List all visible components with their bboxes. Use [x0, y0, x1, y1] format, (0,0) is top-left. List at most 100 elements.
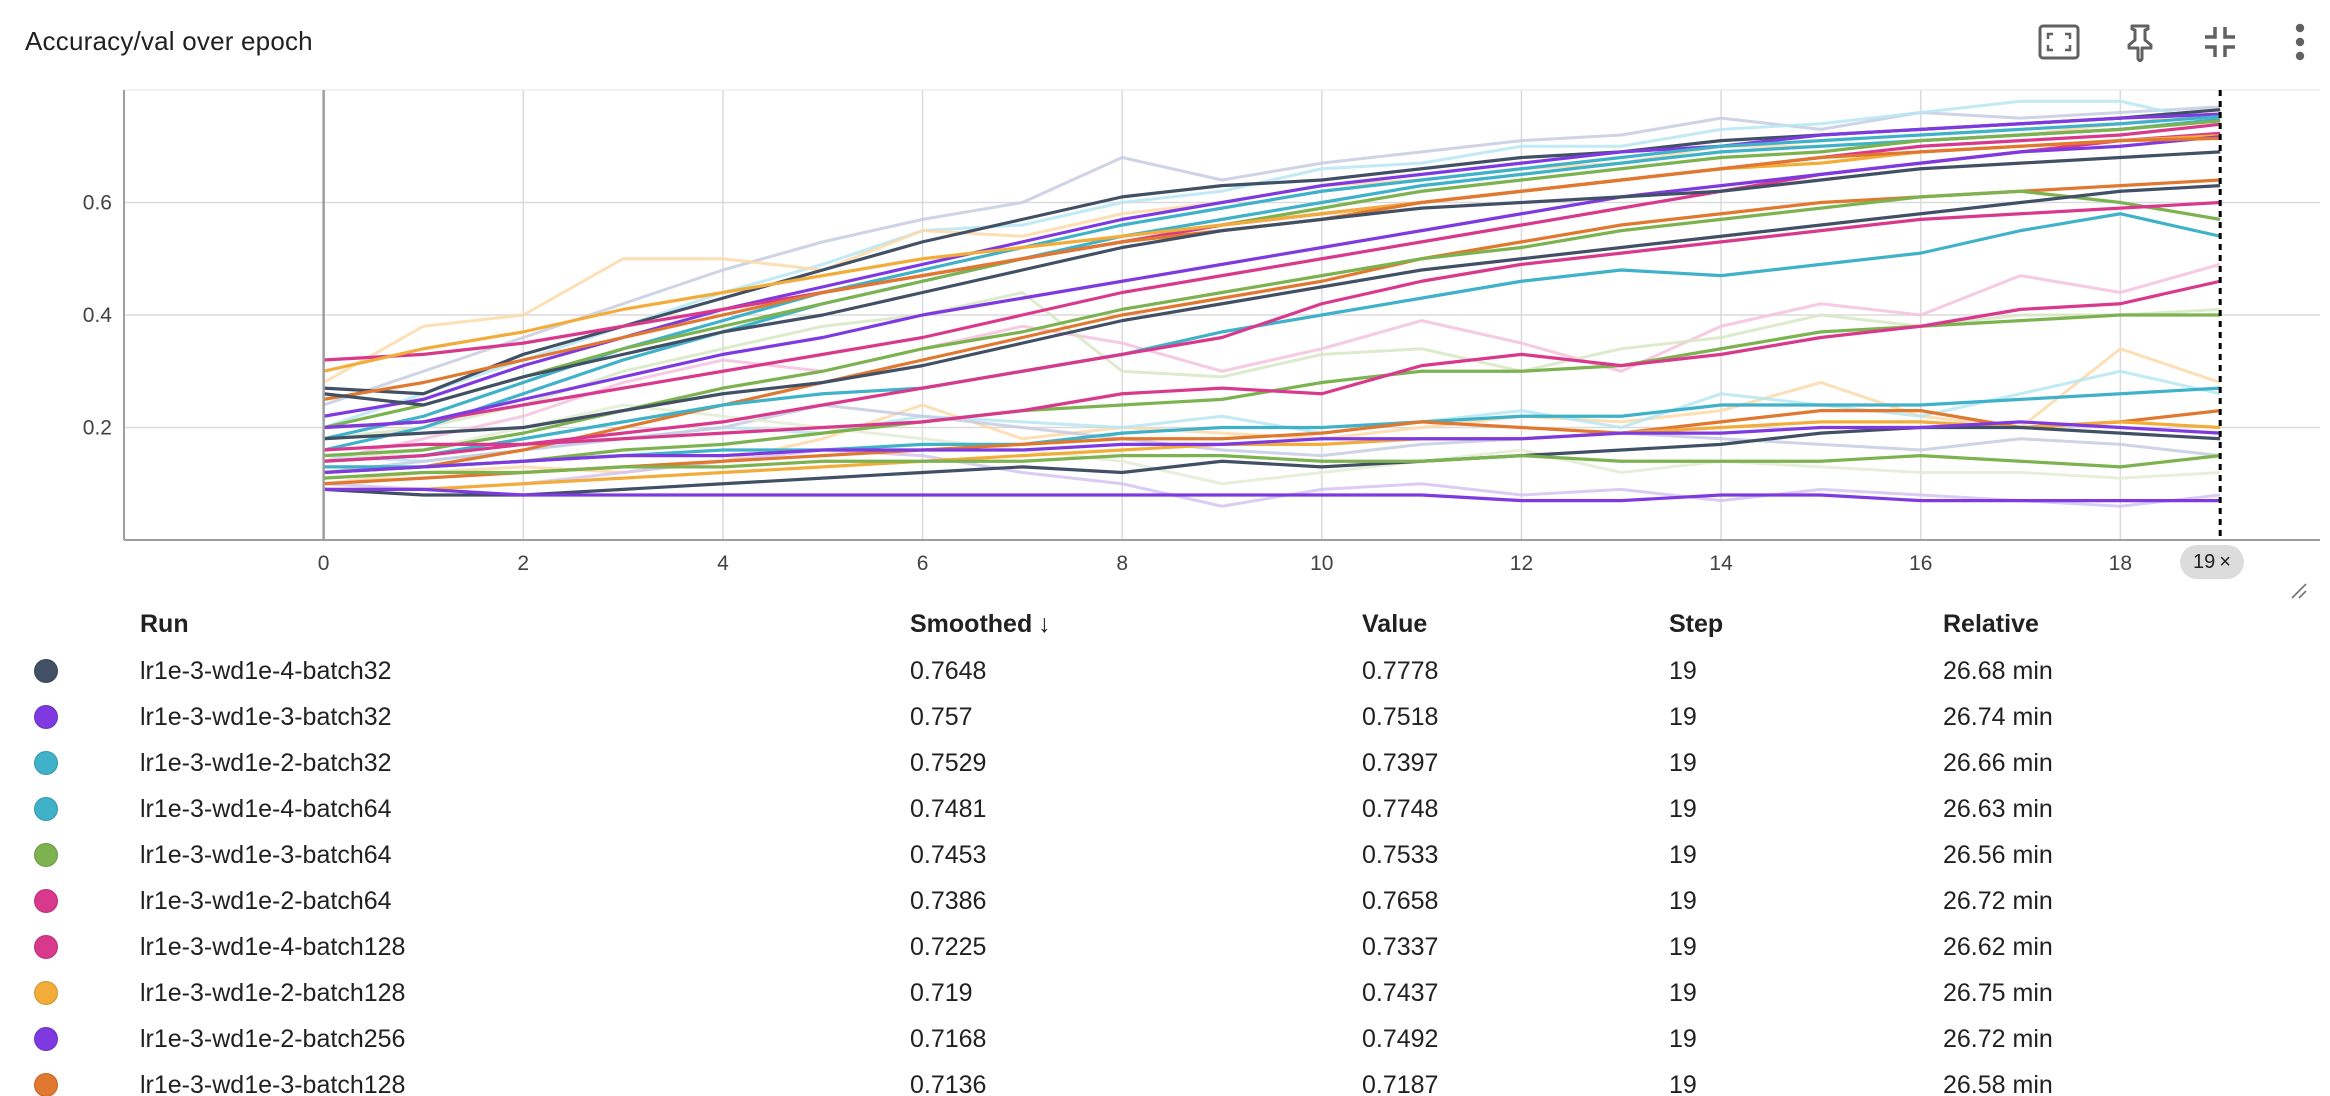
smoothed-value: 0.719 — [910, 978, 973, 1007]
run-name: lr1e-3-wd1e-2-batch256 — [140, 1024, 406, 1053]
runs-table: Run Smoothed ↓ Value Step Relative lr1e-3… — [0, 600, 2330, 1096]
swatch-cell — [0, 878, 140, 924]
raw-value: 0.7658 — [1362, 886, 1439, 915]
raw-value: 0.7397 — [1362, 748, 1439, 777]
relative-time: 26.74 min — [1943, 702, 2053, 731]
step-value: 19 — [1669, 748, 1697, 777]
relative-time: 26.56 min — [1943, 840, 2053, 869]
run-name: lr1e-3-wd1e-3-batch128 — [140, 1070, 406, 1096]
table-row[interactable]: lr1e-3-wd1e-2-batch256 0.7168 0.7492 19 26.7… — [0, 1016, 2330, 1062]
raw-value: 0.7748 — [1362, 794, 1439, 823]
pin-button[interactable] — [2112, 14, 2168, 70]
table-row[interactable]: lr1e-3-wd1e-3-batch64 0.7453 0.7533 19 26.56… — [0, 832, 2330, 878]
run-color-swatch[interactable] — [34, 889, 58, 913]
relative-time: 26.63 min — [1943, 794, 2053, 823]
series-line — [323, 420, 2221, 491]
series-line — [323, 135, 2221, 430]
series-line — [323, 119, 2221, 430]
step-value: 19 — [1669, 978, 1697, 1007]
swatch-cell — [0, 786, 140, 832]
relative-column-header[interactable]: Relative — [1943, 600, 2330, 648]
collapse-button[interactable] — [2192, 14, 2248, 70]
swatch-cell — [0, 924, 140, 970]
swatch-cell — [0, 1016, 140, 1062]
x-tick-label: 4 — [717, 552, 729, 575]
line-chart[interactable]: 0 2 4 6 8 10 12 14 16 18 0.2 0.4 0.6 — [0, 80, 2330, 600]
swatch-cell — [0, 1062, 140, 1096]
series-line — [323, 112, 2221, 418]
run-name: lr1e-3-wd1e-2-batch64 — [140, 886, 392, 915]
step-value: 19 — [1669, 1070, 1697, 1096]
raw-series-line — [323, 291, 2221, 441]
step-cursor-chip[interactable]: 19 × — [2180, 545, 2244, 579]
value-column-header[interactable]: Value — [1362, 600, 1669, 648]
swatch-cell — [0, 694, 140, 740]
step-value: 19 — [1669, 794, 1697, 823]
series-line — [323, 131, 2221, 430]
raw-value: 0.7492 — [1362, 1024, 1439, 1053]
close-icon[interactable]: × — [2219, 551, 2231, 573]
step-value: 19 — [1669, 840, 1697, 869]
run-header-label: Run — [140, 609, 189, 638]
table-row[interactable]: lr1e-3-wd1e-4-batch32 0.7648 0.7778 19 26.68… — [0, 648, 2330, 694]
relative-time: 26.62 min — [1943, 932, 2053, 961]
run-color-swatch[interactable] — [34, 843, 58, 867]
smoothed-column-header[interactable]: Smoothed ↓ — [910, 600, 1362, 648]
run-color-swatch[interactable] — [34, 751, 58, 775]
table-row[interactable]: lr1e-3-wd1e-2-batch128 0.719 0.7437 19 26.75… — [0, 970, 2330, 1016]
smoothed-series-layer — [323, 108, 2221, 503]
run-color-swatch[interactable] — [34, 981, 58, 1005]
y-tick-label: 0.6 — [83, 192, 112, 215]
smoothed-value: 0.7648 — [910, 656, 987, 685]
y-tick-label: 0.2 — [83, 417, 112, 440]
relative-time: 26.66 min — [1943, 748, 2053, 777]
table-row[interactable]: lr1e-3-wd1e-3-batch128 0.7136 0.7187 19 26.5… — [0, 1062, 2330, 1096]
value-header-label: Value — [1362, 609, 1428, 638]
fit-to-data-icon — [2038, 24, 2080, 60]
relative-time: 26.72 min — [1943, 886, 2053, 915]
smoothed-value: 0.7453 — [910, 840, 987, 869]
run-color-swatch[interactable] — [34, 1027, 58, 1051]
table-row[interactable]: lr1e-3-wd1e-2-batch32 0.7529 0.7397 19 26.66… — [0, 740, 2330, 786]
raw-series-line — [323, 262, 2221, 463]
x-tick-label: 14 — [1709, 552, 1733, 575]
raw-value: 0.7437 — [1362, 978, 1439, 1007]
sort-descending-icon[interactable]: ↓ — [1038, 609, 1051, 638]
table-row[interactable]: lr1e-3-wd1e-2-batch64 0.7386 0.7658 19 26.72… — [0, 878, 2330, 924]
step-column-header[interactable]: Step — [1669, 600, 1943, 648]
run-color-swatch[interactable] — [34, 659, 58, 683]
run-name: lr1e-3-wd1e-4-batch64 — [140, 794, 392, 823]
step-cursor-label: 19 — [2193, 550, 2216, 573]
run-name: lr1e-3-wd1e-4-batch128 — [140, 932, 406, 961]
run-color-swatch[interactable] — [34, 935, 58, 959]
run-color-swatch[interactable] — [34, 1073, 58, 1096]
step-value: 19 — [1669, 1024, 1697, 1053]
run-color-swatch[interactable] — [34, 797, 58, 821]
series-line — [323, 212, 2221, 463]
table-row[interactable]: lr1e-3-wd1e-4-batch64 0.7481 0.7748 19 26.63… — [0, 786, 2330, 832]
table-row[interactable]: lr1e-3-wd1e-4-batch128 0.7225 0.7337 19 26.6… — [0, 924, 2330, 970]
series-line — [323, 279, 2221, 452]
swatch-cell — [0, 970, 140, 1016]
smoothed-value: 0.7481 — [910, 794, 987, 823]
run-name: lr1e-3-wd1e-3-batch64 — [140, 840, 392, 869]
resize-handle-icon[interactable] — [2290, 582, 2308, 600]
step-value: 19 — [1669, 932, 1697, 961]
pin-icon — [2127, 24, 2153, 62]
x-tick-label: 16 — [1909, 552, 1932, 575]
swatch-cell — [0, 832, 140, 878]
fit-to-data-button[interactable] — [2031, 14, 2087, 70]
table-row[interactable]: lr1e-3-wd1e-3-batch32 0.757 0.7518 19 26.74 … — [0, 694, 2330, 740]
run-color-swatch[interactable] — [34, 705, 58, 729]
x-tick-label: 6 — [917, 552, 929, 575]
smoothed-value: 0.757 — [910, 702, 973, 731]
run-column-header[interactable]: Run — [140, 600, 910, 648]
step-value: 19 — [1669, 886, 1697, 915]
run-name: lr1e-3-wd1e-4-batch32 — [140, 656, 392, 685]
chart-axes: 0 2 4 6 8 10 12 14 16 18 0.2 0.4 0.6 — [83, 90, 2320, 575]
raw-value: 0.7187 — [1362, 1070, 1439, 1096]
series-line — [323, 150, 2221, 407]
more-options-button[interactable] — [2272, 14, 2328, 70]
step-header-label: Step — [1669, 609, 1724, 638]
